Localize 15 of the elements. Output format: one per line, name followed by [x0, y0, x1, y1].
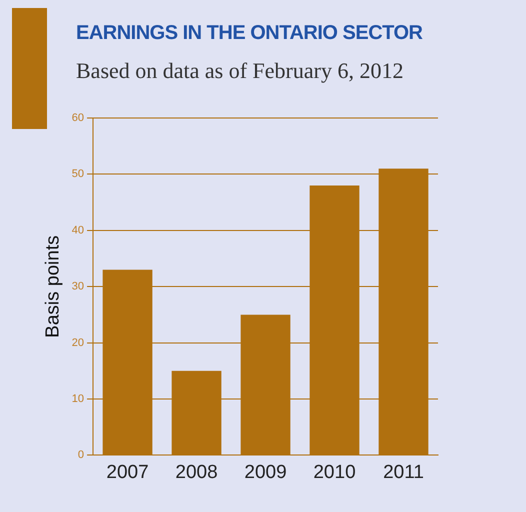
x-tick-label: 2009 — [244, 462, 287, 483]
y-tick-label: 0 — [78, 449, 84, 462]
x-tick-label: 2007 — [106, 462, 149, 483]
y-tick-label: 60 — [72, 112, 84, 124]
x-tick-label: 2011 — [383, 462, 424, 483]
x-tick-label: 2010 — [313, 462, 356, 483]
chart-title: EARNINGS IN THE ONTARIO SECTOR — [76, 22, 423, 45]
y-tick-label: 20 — [72, 336, 84, 349]
chart-subtitle: Based on data as of February 6, 2012 — [76, 58, 404, 84]
y-axis-title: Basis points — [42, 235, 64, 338]
y-tick-label: 30 — [72, 280, 84, 293]
y-tick-label: 50 — [72, 168, 84, 180]
y-tick-label: 10 — [72, 393, 84, 406]
x-tick-label: 2008 — [175, 462, 218, 483]
y-tick-label: 40 — [72, 224, 84, 236]
